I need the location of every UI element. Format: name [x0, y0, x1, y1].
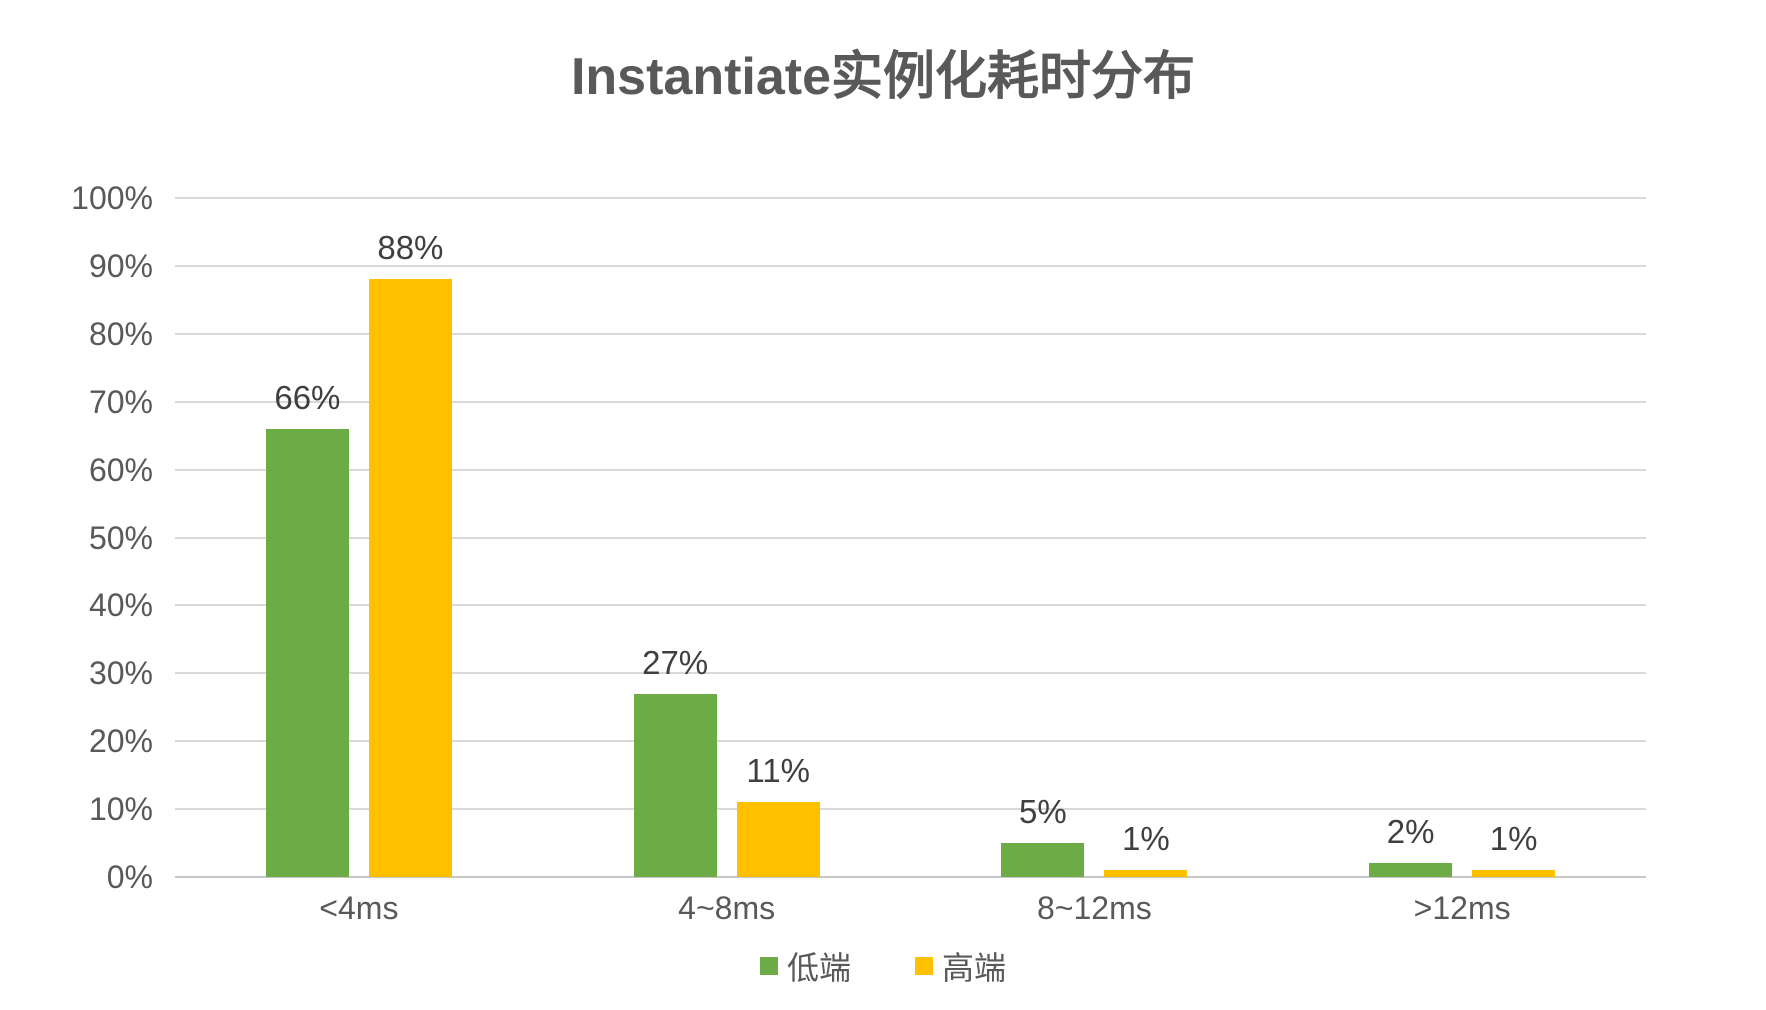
gridline — [175, 672, 1646, 675]
bar-low-end-2 — [633, 693, 717, 877]
data-label-low-end-3: 5% — [1019, 793, 1067, 831]
bar-slot-high-end-4: 1% — [1472, 820, 1556, 877]
x-axis-line — [175, 876, 1646, 878]
plot-area: 66% 88% 27% 11% 5% 1% 2% 1% — [175, 197, 1646, 878]
gridline — [175, 536, 1646, 539]
legend-item-high-end: 高端 — [915, 943, 1006, 989]
legend-swatch-high-end — [915, 957, 933, 975]
data-label-high-end-2: 11% — [746, 752, 810, 790]
y-axis-tick-label: 70% — [88, 383, 153, 420]
chart-title: Instantiate实例化耗时分布 — [570, 48, 1196, 106]
data-label-high-end-1: 88% — [377, 229, 444, 267]
legend-label-high-end: 高端 — [942, 950, 1007, 986]
bar-slot-low-end-3: 5% — [1001, 793, 1085, 877]
gridline — [175, 197, 1646, 199]
y-axis-tick-label: 90% — [88, 247, 153, 284]
legend-item-low-end: 低端 — [759, 943, 851, 989]
bar-slot-high-end-1: 88% — [368, 229, 452, 877]
bar-low-end-3 — [1001, 843, 1085, 877]
x-axis-label-4: >12ms — [1413, 890, 1511, 926]
data-label-low-end-4: 2% — [1386, 813, 1435, 851]
legend: 低端 高端 — [0, 943, 1766, 989]
data-label-low-end-1: 66% — [274, 378, 341, 416]
gridline — [175, 264, 1646, 267]
gridline — [175, 740, 1646, 743]
x-axis-label-3: 8~12ms — [1037, 890, 1152, 926]
bar-slot-low-end-2: 27% — [633, 644, 717, 877]
y-axis-tick-label: 30% — [88, 655, 153, 692]
legend-label-low-end: 低端 — [786, 950, 851, 986]
gridlines-layer — [175, 197, 1646, 878]
gridline — [175, 808, 1646, 811]
bar-group-2: 27% 11% — [633, 644, 820, 877]
y-axis-tick-label: 100% — [71, 180, 153, 216]
bars-layer: 66% 88% 27% 11% 5% 1% 2% 1% — [175, 198, 1646, 877]
bar-low-end-4 — [1369, 863, 1453, 877]
bar-high-end-4 — [1472, 870, 1556, 877]
y-axis-tick-label: 50% — [88, 519, 153, 556]
y-axis-tick-label: 20% — [88, 723, 153, 760]
data-label-low-end-2: 27% — [642, 643, 709, 681]
bar-slot-high-end-2: 11% — [736, 752, 820, 877]
bar-high-end-3 — [1104, 870, 1188, 877]
gridline — [175, 400, 1646, 403]
gridline — [175, 468, 1646, 471]
data-label-high-end-3: 1% — [1122, 820, 1170, 858]
bar-low-end-1 — [265, 428, 349, 877]
bar-slot-low-end-1: 66% — [265, 379, 349, 877]
bar-group-1: 66% 88% — [265, 229, 452, 877]
y-axis-tick-label: 60% — [88, 451, 153, 488]
bar-high-end-1 — [368, 279, 452, 877]
bar-high-end-2 — [736, 802, 820, 877]
legend-swatch-low-end — [759, 957, 778, 975]
bar-group-3: 5% 1% — [1001, 793, 1188, 877]
bar-slot-high-end-3: 1% — [1104, 820, 1188, 877]
y-axis-tick-label: 80% — [88, 315, 153, 352]
gridline — [175, 332, 1646, 335]
gridline — [175, 604, 1646, 607]
y-axis-tick-label: 10% — [88, 791, 153, 828]
bar-slot-low-end-4: 2% — [1369, 813, 1453, 877]
y-axis-tick-label: 0% — [106, 859, 153, 895]
x-axis-label-1: <4ms — [319, 890, 399, 926]
y-axis-tick-label: 40% — [88, 587, 153, 624]
x-axis-label-2: 4~8ms — [678, 890, 776, 926]
bar-group-4: 2% 1% — [1369, 813, 1556, 877]
data-label-high-end-4: 1% — [1489, 820, 1538, 858]
